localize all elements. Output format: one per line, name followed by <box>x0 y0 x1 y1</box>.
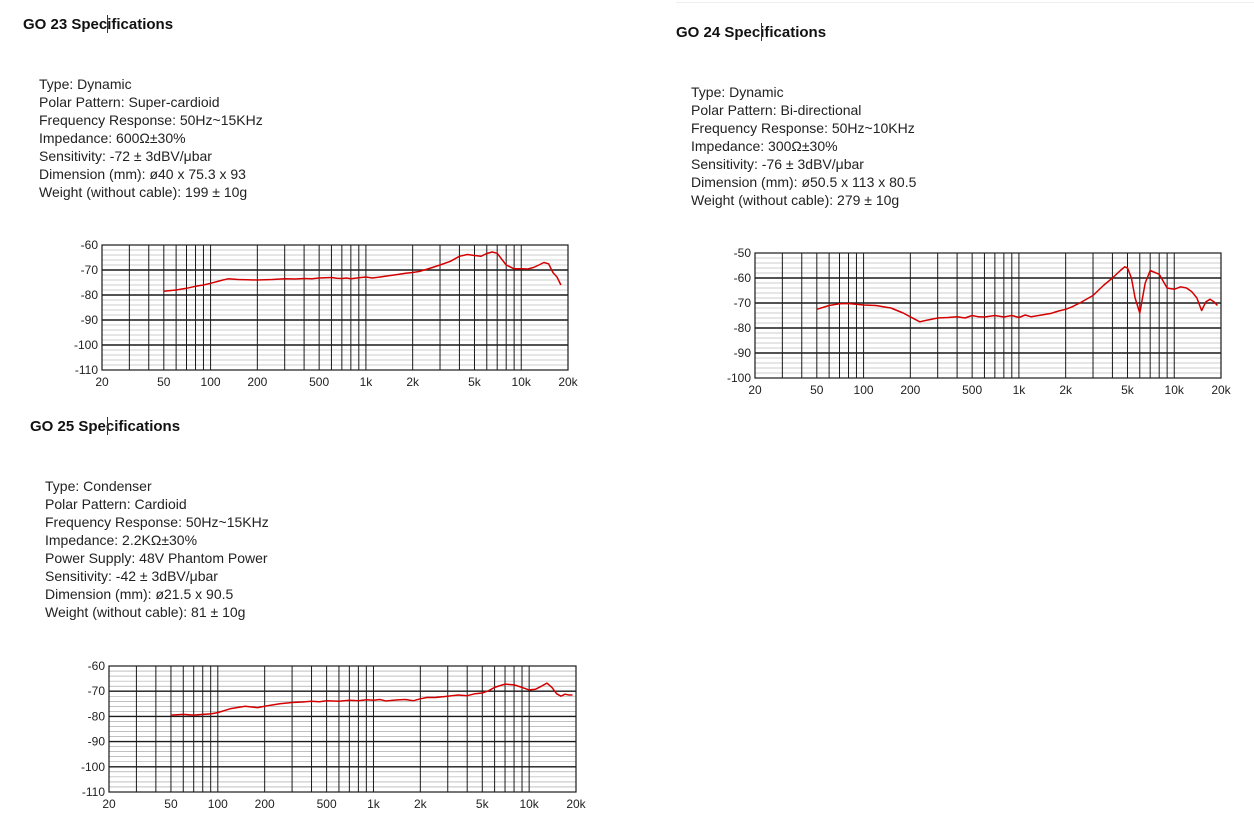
spec-type: Type: Dynamic <box>691 84 784 100</box>
x-tick-label: 20 <box>748 383 762 397</box>
spec-impedance: Impedance: 2.2KΩ±30% <box>45 532 198 548</box>
x-tick-label: 100 <box>208 797 228 811</box>
spec-dimension: Dimension (mm): ø40 x 75.3 x 93 <box>39 166 246 182</box>
spec-weight: Weight (without cable): 81 ± 10g <box>45 604 246 620</box>
y-tick-label: -100 <box>74 338 98 352</box>
panel-title: GO 24 Specifications <box>676 24 827 41</box>
x-tick-label: 20k <box>566 797 586 811</box>
plot-frame <box>754 252 1222 379</box>
spec-sensitivity: Sensitivity: -76 ± 3dBV/μbar <box>691 156 864 172</box>
spec-weight: Weight (without cable): 279 ± 10g <box>691 192 900 208</box>
x-tick-label: 10k <box>512 375 532 389</box>
y-tick-label: -70 <box>81 263 99 277</box>
y-tick-label: -90 <box>88 735 106 749</box>
top-divider-line <box>676 2 1254 3</box>
text-cursor <box>761 23 762 41</box>
plot-frame <box>108 665 577 793</box>
x-tick-label: 1k <box>367 797 381 811</box>
x-tick-label: 5k <box>1121 383 1135 397</box>
spec-type: Type: Dynamic <box>39 76 132 92</box>
x-tick-label: 50 <box>164 797 178 811</box>
spec-polar-pattern: Polar Pattern: Super-cardioid <box>39 94 220 110</box>
frequency-response-line <box>163 251 562 293</box>
y-tick-label: -80 <box>81 288 99 302</box>
x-tick-label: 10k <box>519 797 539 811</box>
x-tick-label: 50 <box>157 375 171 389</box>
x-tick-label: 20k <box>1211 383 1231 397</box>
x-tick-label: 10k <box>1165 383 1185 397</box>
y-tick-label: -50 <box>734 246 752 260</box>
y-tick-label: -70 <box>88 684 106 698</box>
x-tick-label: 200 <box>255 797 275 811</box>
spec-list: Type: Condenser Polar Pattern: Cardioid … <box>45 477 269 621</box>
y-tick-label: -60 <box>734 271 752 285</box>
spec-frequency-response: Frequency Response: 50Hz~15KHz <box>39 112 263 128</box>
y-tick-label: -60 <box>88 659 106 673</box>
spec-impedance: Impedance: 300Ω±30% <box>691 138 838 154</box>
spec-frequency-response: Frequency Response: 50Hz~15KHz <box>45 514 269 530</box>
x-tick-label: 200 <box>247 375 267 389</box>
x-tick-label: 100 <box>201 375 221 389</box>
y-tick-label: -70 <box>734 296 752 310</box>
x-tick-label: 500 <box>317 797 337 811</box>
x-tick-label: 100 <box>854 383 874 397</box>
spec-list: Type: Dynamic Polar Pattern: Bi-directio… <box>691 83 916 209</box>
x-tick-label: 2k <box>414 797 428 811</box>
y-tick-label: -100 <box>727 371 751 385</box>
panel-title: GO 23 Specifications <box>23 16 174 33</box>
spec-power-supply: Power Supply: 48V Phantom Power <box>45 550 268 566</box>
x-tick-label: 5k <box>476 797 490 811</box>
x-tick-label: 1k <box>360 375 374 389</box>
spec-list: Type: Dynamic Polar Pattern: Super-cardi… <box>39 75 263 201</box>
text-cursor <box>107 15 108 33</box>
spec-polar-pattern: Polar Pattern: Bi-directional <box>691 102 862 118</box>
x-tick-label: 200 <box>900 383 920 397</box>
x-tick-label: 2k <box>1059 383 1073 397</box>
y-tick-label: -90 <box>81 313 99 327</box>
spec-impedance: Impedance: 600Ω±30% <box>39 130 186 146</box>
spec-sensitivity: Sensitivity: -72 ± 3dBV/μbar <box>39 148 212 164</box>
spec-frequency-response: Frequency Response: 50Hz~10KHz <box>691 120 915 136</box>
x-tick-label: 500 <box>962 383 982 397</box>
x-tick-label: 1k <box>1013 383 1027 397</box>
y-tick-label: -80 <box>734 321 752 335</box>
text-cursor <box>107 417 108 435</box>
panel-title: GO 25 Specifications <box>30 418 181 435</box>
x-tick-label: 50 <box>810 383 824 397</box>
spec-dimension: Dimension (mm): ø21.5 x 90.5 <box>45 586 234 602</box>
spec-dimension: Dimension (mm): ø50.5 x 113 x 80.5 <box>691 174 917 190</box>
spec-weight: Weight (without cable): 199 ± 10g <box>39 184 248 200</box>
spec-type: Type: Condenser <box>45 478 152 494</box>
plot-frame <box>101 244 569 371</box>
x-tick-label: 500 <box>309 375 329 389</box>
y-tick-label: -90 <box>734 346 752 360</box>
x-tick-label: 20 <box>95 375 109 389</box>
spec-polar-pattern: Polar Pattern: Cardioid <box>45 496 187 512</box>
x-tick-label: 5k <box>468 375 482 389</box>
x-tick-label: 20k <box>558 375 578 389</box>
y-tick-label: -110 <box>75 363 98 377</box>
y-tick-label: -80 <box>88 709 106 723</box>
x-tick-label: 20 <box>102 797 116 811</box>
y-tick-label: -100 <box>81 760 105 774</box>
x-tick-label: 2k <box>406 375 420 389</box>
y-tick-label: -60 <box>81 238 99 252</box>
frequency-response-line <box>816 266 1219 323</box>
y-tick-label: -110 <box>82 785 105 799</box>
spec-sensitivity: Sensitivity: -42 ± 3dBV/μbar <box>45 568 218 584</box>
frequency-response-line <box>170 682 573 716</box>
